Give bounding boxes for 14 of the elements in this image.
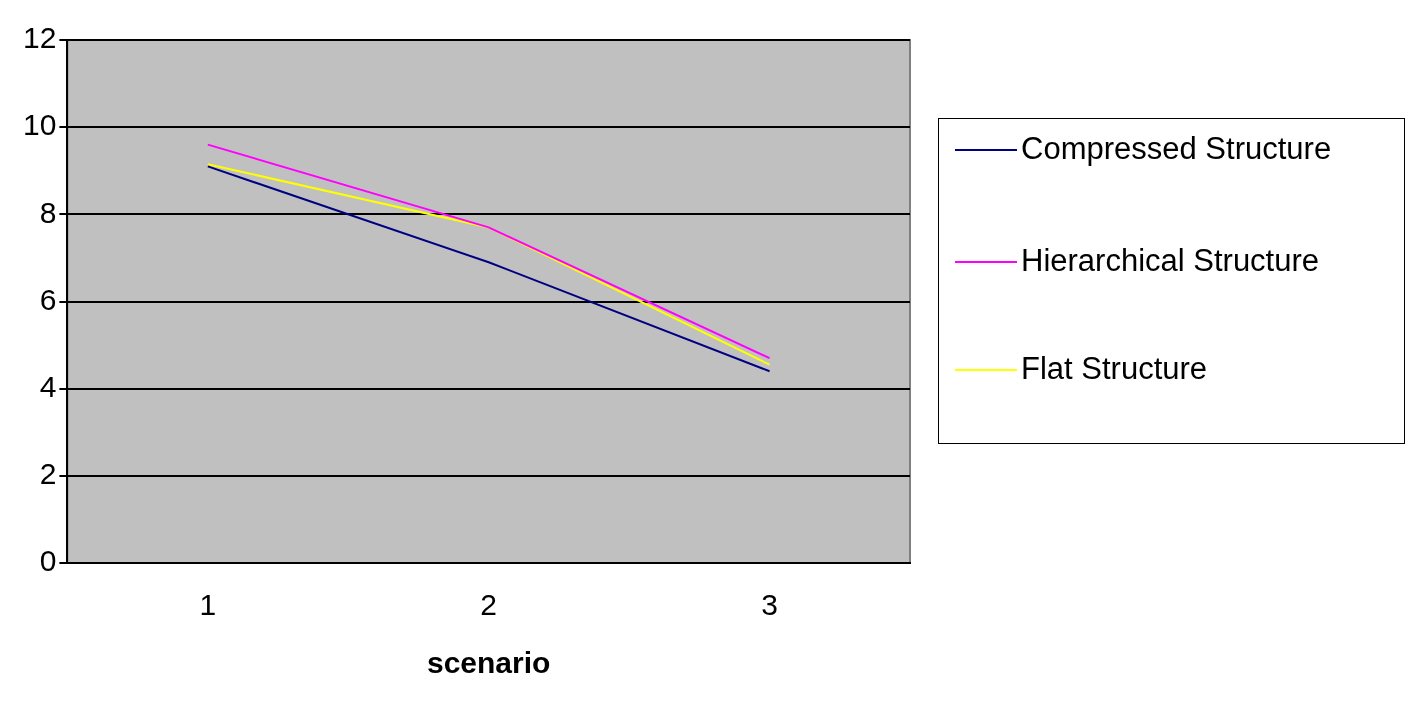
x-tick-label: 1 xyxy=(199,588,217,622)
x-axis-title: scenario xyxy=(426,646,551,680)
y-tick-label: 12 xyxy=(22,21,57,55)
x-tick-label: 2 xyxy=(480,588,498,622)
y-tick-label: 10 xyxy=(22,108,57,142)
y-tick-label: 8 xyxy=(39,195,57,229)
legend-label: Hierarchical Structure xyxy=(1021,243,1320,279)
legend-label: Flat Structure xyxy=(1021,351,1208,387)
legend-label: Compressed Structure xyxy=(1021,131,1332,167)
y-tick-label: 6 xyxy=(39,282,57,316)
x-tick-label: 3 xyxy=(761,588,778,622)
y-tick-label: 2 xyxy=(39,457,57,491)
y-tick-label: 0 xyxy=(39,544,57,578)
y-tick-label: 4 xyxy=(39,369,57,403)
